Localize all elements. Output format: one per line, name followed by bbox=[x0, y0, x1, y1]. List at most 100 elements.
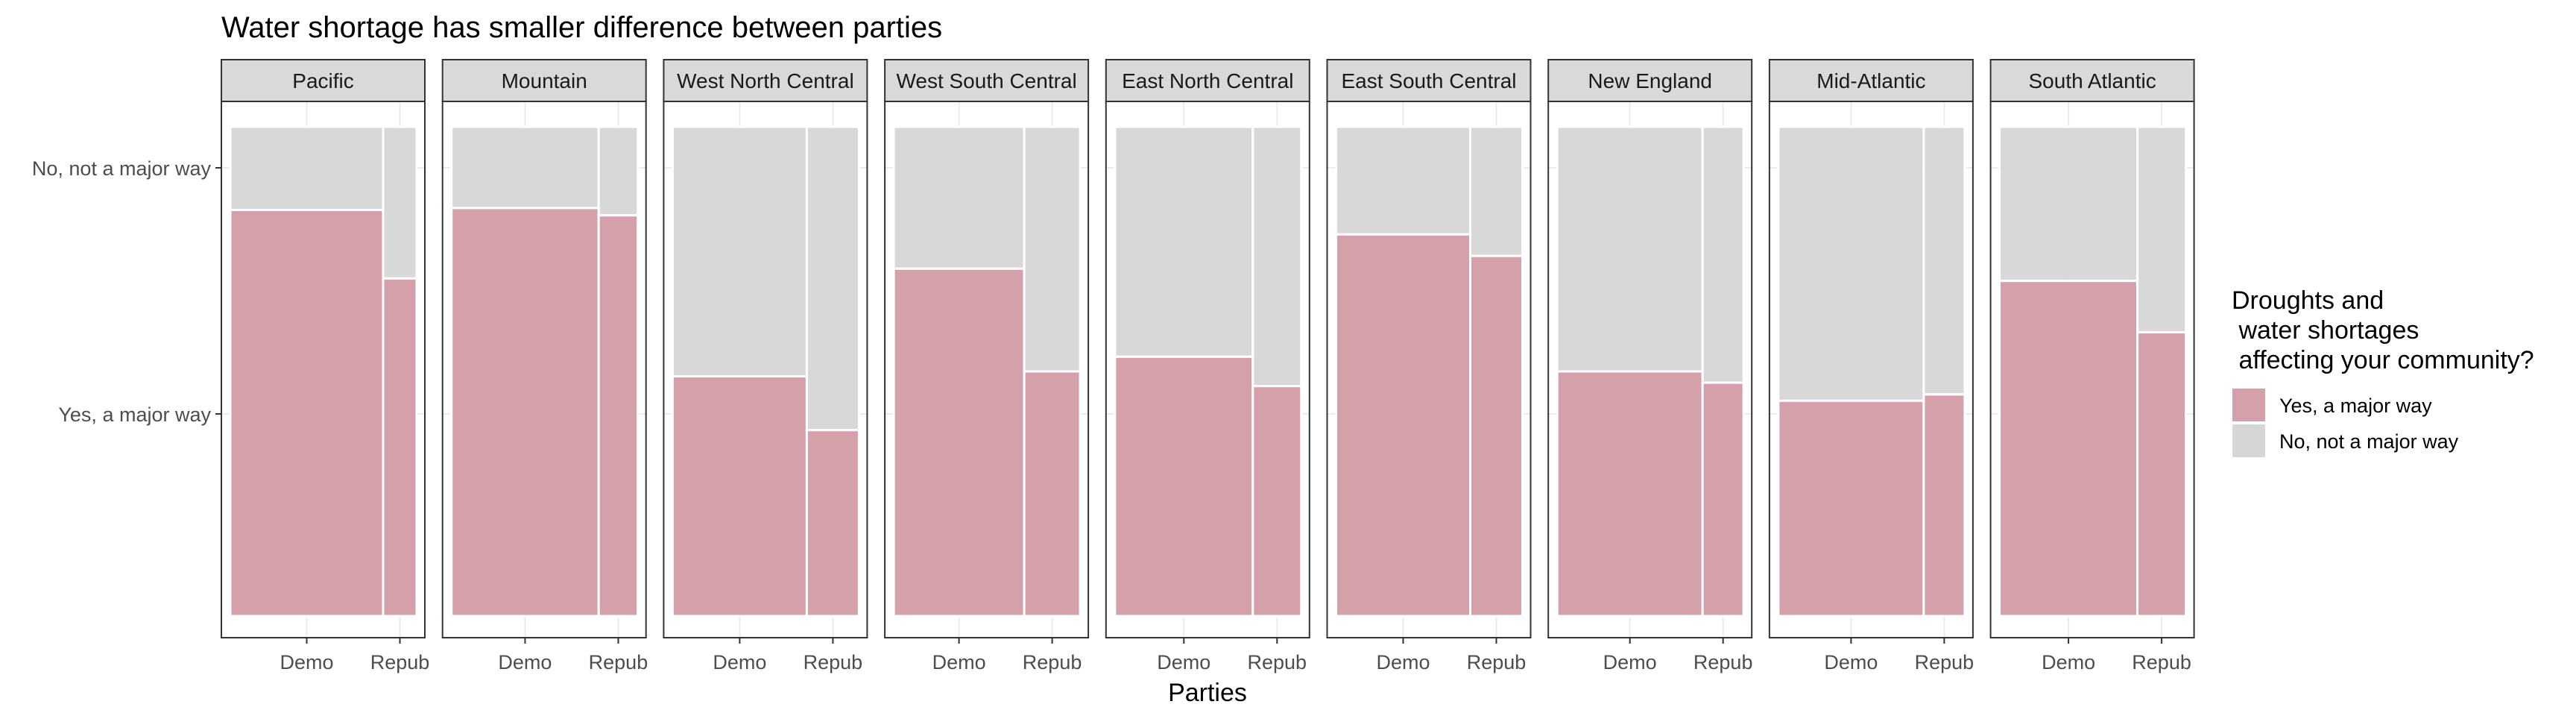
facet-strip-label: New England bbox=[1588, 69, 1712, 92]
x-tick-label: Demo bbox=[1376, 651, 1430, 673]
mosaic-tile-yes bbox=[2136, 331, 2188, 618]
x-tick-label: Repub bbox=[1023, 651, 1082, 673]
x-tick-label: Demo bbox=[2042, 651, 2095, 673]
legend-item-label: Yes, a major way bbox=[2279, 395, 2432, 417]
mosaic-tile-yes bbox=[1556, 370, 1704, 618]
facet-strip-label: Mid-Atlantic bbox=[1816, 69, 1925, 92]
mosaic-tile-yes bbox=[450, 207, 600, 618]
mosaic-tile-yes bbox=[1469, 254, 1524, 618]
x-tick-label: Demo bbox=[932, 651, 986, 673]
facet-panel: Mountain Demo Repub bbox=[441, 59, 648, 673]
x-tick-label: Repub bbox=[589, 651, 648, 673]
panel-border bbox=[1989, 101, 2195, 638]
mosaic-tile-no bbox=[1701, 125, 1745, 384]
x-tick-label: Repub bbox=[2132, 651, 2191, 673]
mosaic-tile-yes bbox=[1777, 399, 1925, 618]
mosaic-tile-no bbox=[1469, 125, 1524, 257]
mosaic-tile-yes bbox=[597, 214, 640, 618]
facet-panel: Pacific Demo Repub bbox=[221, 59, 430, 673]
x-tick-label: Repub bbox=[804, 651, 863, 673]
facet-strip-label: East South Central bbox=[1341, 69, 1516, 92]
mosaic-tile-yes bbox=[1335, 233, 1471, 618]
mosaic-tile-no bbox=[1114, 125, 1254, 358]
legend-swatch bbox=[2231, 387, 2267, 423]
x-tick-label: Demo bbox=[280, 651, 333, 673]
mosaic-tile-no bbox=[1251, 125, 1303, 388]
panel-border bbox=[884, 101, 1090, 638]
x-tick-label: Demo bbox=[498, 651, 552, 673]
legend-item-label: No, not a major way bbox=[2279, 430, 2459, 453]
facet-panel: New England Demo Repub bbox=[1547, 59, 1753, 673]
facet-strip bbox=[1326, 59, 1532, 102]
x-tick-label: Demo bbox=[713, 651, 766, 673]
facet-strip bbox=[441, 59, 647, 102]
mosaic-tile-no bbox=[1998, 125, 2139, 283]
mosaic-tile-no bbox=[1556, 125, 1704, 373]
panel-border bbox=[663, 101, 868, 638]
facet-panel: South Atlantic Demo Repub bbox=[1989, 59, 2195, 673]
mosaic-tile-no bbox=[671, 125, 808, 378]
x-tick-label: Repub bbox=[1693, 651, 1753, 673]
y-axis: No, not a major way Yes, a major way bbox=[32, 157, 221, 426]
panel-border bbox=[221, 101, 426, 638]
facet-strip bbox=[884, 59, 1090, 102]
facet-strip-label: Mountain bbox=[502, 69, 587, 92]
mosaic-tile-yes bbox=[892, 267, 1026, 618]
panel-border bbox=[1768, 101, 1974, 638]
facet-panel: Mid-Atlantic Demo Repub bbox=[1768, 59, 1974, 673]
mosaic-tile-no bbox=[1777, 125, 1925, 402]
panel-border bbox=[1105, 101, 1310, 638]
legend-title: Droughts and bbox=[2232, 286, 2384, 315]
mosaic-tile-yes bbox=[229, 209, 385, 618]
panel-border bbox=[1326, 101, 1532, 638]
legend-title: water shortages bbox=[2232, 316, 2419, 345]
x-tick-label: Repub bbox=[1915, 651, 1974, 673]
x-tick-label: Demo bbox=[1157, 651, 1210, 673]
x-tick-label: Repub bbox=[370, 651, 430, 673]
x-axis-label: Parties bbox=[1168, 679, 1247, 707]
facet-panel: West North Central Demo Repub bbox=[663, 59, 868, 673]
mosaic-tile-no bbox=[805, 125, 860, 432]
mosaic-tile-yes bbox=[805, 429, 860, 618]
mosaic-tile-yes bbox=[671, 375, 808, 618]
mosaic-tile-no bbox=[2136, 125, 2188, 334]
x-tick-label: Repub bbox=[1248, 651, 1307, 673]
facet-strip bbox=[663, 59, 868, 102]
facet-strip bbox=[1547, 59, 1753, 102]
facet-strip bbox=[221, 59, 426, 102]
facet-strip-label: West North Central bbox=[677, 69, 854, 92]
y-tick-label: Yes, a major way bbox=[58, 403, 211, 426]
legend-title: affecting your community? bbox=[2232, 346, 2534, 374]
mosaic-tile-yes bbox=[1251, 385, 1303, 618]
mosaic-tile-yes bbox=[1114, 355, 1254, 618]
mosaic-tile-no bbox=[382, 125, 418, 280]
facet-panel: East South Central Demo Repub bbox=[1326, 59, 1532, 673]
mosaic-tile-no bbox=[1023, 125, 1082, 373]
mosaic-tile-no bbox=[229, 125, 385, 212]
panel-border bbox=[441, 101, 647, 638]
mosaic-tile-yes bbox=[1998, 280, 2139, 618]
mosaic-tile-no bbox=[450, 125, 600, 210]
facet-strip-label: South Atlantic bbox=[2028, 69, 2156, 92]
x-tick-label: Demo bbox=[1824, 651, 1878, 673]
mosaic-tile-yes bbox=[1023, 370, 1082, 618]
y-tick-label: No, not a major way bbox=[32, 157, 212, 180]
mosaic-tile-yes bbox=[1922, 393, 1966, 618]
mosaic-tile-no bbox=[597, 125, 640, 217]
mosaic-tile-no bbox=[1922, 125, 1966, 396]
x-tick-label: Demo bbox=[1603, 651, 1657, 673]
x-tick-label: Repub bbox=[1467, 651, 1527, 673]
mosaic-tile-yes bbox=[382, 277, 418, 618]
mosaic-tile-no bbox=[892, 125, 1026, 270]
facet-panel: East North Central Demo Repub bbox=[1105, 59, 1310, 673]
facet-panel: West South Central Demo Repub bbox=[884, 59, 1090, 673]
facet-strip-label: West South Central bbox=[896, 69, 1076, 92]
mosaic-tile-no bbox=[1335, 125, 1471, 236]
panel-border bbox=[1547, 101, 1753, 638]
chart-title: Water shortage has smaller difference be… bbox=[221, 11, 942, 44]
facet-strip-label: Pacific bbox=[292, 69, 353, 92]
mosaic-tile-yes bbox=[1701, 381, 1745, 618]
legend-swatch bbox=[2231, 423, 2267, 459]
